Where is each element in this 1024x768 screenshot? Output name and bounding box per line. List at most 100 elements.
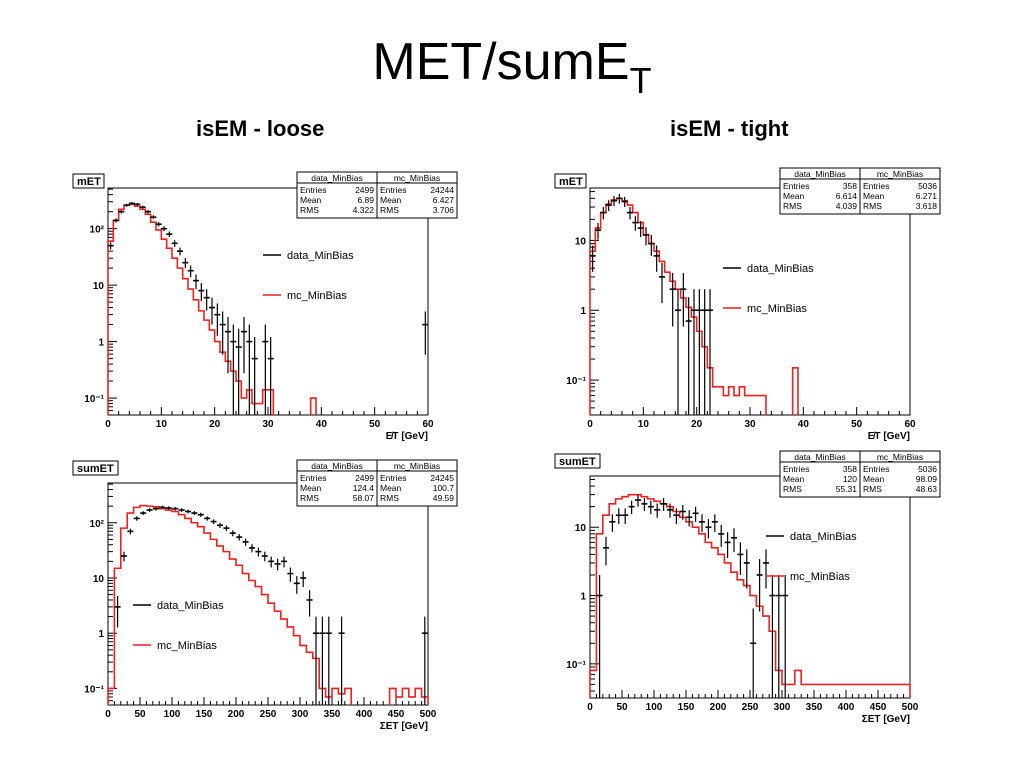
plot-frame	[107, 187, 429, 416]
stats-row-label: Entries	[863, 181, 889, 191]
x-tick-label: 400	[356, 709, 373, 720]
y-tick-label: 1	[580, 306, 586, 317]
histogram-met-loose: mET 0 10 20 30 40 50 60E̸T [GeV] 10⁻¹ 1 10 10² data_…	[72, 171, 458, 442]
stats-row-value: 5036	[918, 464, 937, 474]
stats-row-value: 6.89	[357, 195, 374, 205]
panel-label: sumET	[559, 456, 596, 468]
legend-label-data: data_MinBias	[790, 531, 857, 543]
stats-row-value: 100.7	[433, 483, 455, 493]
stats-row-label: Entries	[300, 473, 326, 483]
stats-row-label: RMS	[783, 201, 802, 211]
stats-row-label: RMS	[380, 493, 399, 503]
x-axis-label: ΣET [GeV]	[862, 714, 910, 725]
stats-row-value: 124.4	[353, 483, 375, 493]
stats-box-title: data_MinBias	[794, 169, 846, 179]
y-tick-label: 10	[93, 281, 105, 292]
x-tick-label: 200	[228, 709, 245, 720]
x-axis-label: E̸T [GeV]	[868, 430, 910, 442]
x-tick-label: 50	[369, 419, 381, 430]
x-tick-label: 0	[587, 419, 593, 430]
stats-box	[376, 171, 458, 219]
panel-label-box	[554, 173, 587, 189]
stats-row-label: Entries	[863, 464, 889, 474]
x-tick-label: 150	[678, 702, 695, 713]
legend-label-data: data_MinBias	[287, 250, 354, 262]
stats-row-value: 358	[843, 181, 857, 191]
legend-label-data: data_MinBias	[747, 263, 814, 275]
stats-box	[859, 167, 941, 215]
x-tick-label: 300	[774, 702, 791, 713]
stats-box	[779, 167, 861, 215]
stats-row-label: RMS	[863, 484, 882, 494]
stats-row-value: 6.427	[433, 195, 455, 205]
x-tick-label: 100	[164, 709, 181, 720]
panel-label-box	[72, 173, 105, 189]
stats-box-title: data_MinBias	[311, 173, 363, 183]
x-tick-label: 30	[744, 419, 756, 430]
legend-label-mc: mc_MinBias	[287, 290, 347, 302]
x-tick-label: 500	[902, 702, 919, 713]
x-tick-label: 20	[209, 419, 221, 430]
x-tick-label: 350	[324, 709, 341, 720]
stats-row-label: RMS	[300, 205, 319, 215]
stats-row-label: Mean	[380, 483, 402, 493]
y-tick-label: 10⁻¹	[84, 394, 104, 405]
stats-row-label: RMS	[380, 205, 399, 215]
stats-row-value: 4.322	[353, 205, 375, 215]
column-title-loose: isEM - loose	[196, 116, 325, 141]
legend-label-mc: mc_MinBias	[790, 571, 850, 583]
y-tick-label: 10	[93, 574, 105, 585]
panel-label: mET	[559, 176, 583, 188]
stats-box-title: mc_MinBias	[877, 452, 923, 462]
x-tick-label: 200	[710, 702, 727, 713]
x-tick-label: 10	[638, 419, 650, 430]
stats-box	[296, 171, 378, 219]
x-tick-label: 0	[105, 419, 111, 430]
y-tick-label: 10⁻¹	[566, 660, 586, 671]
stats-box	[296, 459, 378, 507]
stats-row-label: Entries	[380, 473, 406, 483]
stats-row-label: Entries	[380, 185, 406, 195]
x-tick-label: 30	[262, 419, 274, 430]
stats-box	[376, 459, 458, 507]
x-tick-label: 250	[742, 702, 759, 713]
y-tick-label: 1	[98, 629, 104, 640]
stats-row-value: 55.31	[836, 484, 858, 494]
x-tick-label: 20	[691, 419, 703, 430]
stats-box-title: mc_MinBias	[877, 169, 923, 179]
legend-label-mc: mc_MinBias	[747, 303, 807, 315]
stats-box	[779, 450, 861, 498]
x-axis-label: E̸T [GeV]	[386, 430, 428, 442]
x-tick-label: 50	[134, 709, 146, 720]
stats-row-label: Mean	[863, 474, 885, 484]
stats-row-value: 5036	[918, 181, 937, 191]
stats-row-label: Mean	[783, 191, 805, 201]
y-tick-label: 1	[98, 338, 104, 349]
stats-box-title: data_MinBias	[311, 461, 363, 471]
x-tick-label: 50	[616, 702, 628, 713]
stats-row-value: 120	[843, 474, 857, 484]
y-tick-label: 1	[580, 592, 586, 603]
mc-histogram-line	[589, 493, 911, 698]
stats-row-label: RMS	[863, 201, 882, 211]
x-tick-label: 300	[292, 709, 309, 720]
stats-row-value: 98.09	[916, 474, 938, 484]
stats-row-value: 3.706	[433, 205, 455, 215]
panel-label: sumET	[77, 463, 114, 475]
stats-row-label: Entries	[783, 464, 809, 474]
stats-row-label: Mean	[300, 195, 322, 205]
legend-label-data: data_MinBias	[157, 600, 224, 612]
y-tick-label: 10	[575, 236, 587, 247]
stats-row-value: 6.614	[836, 191, 858, 201]
x-tick-label: 450	[388, 709, 405, 720]
y-tick-label: 10⁻¹	[84, 684, 104, 695]
stats-box-title: data_MinBias	[794, 452, 846, 462]
x-tick-label: 500	[420, 709, 437, 720]
panel-label-box	[72, 460, 119, 476]
slide-title-main: MET/sumE	[372, 33, 630, 91]
mc-histogram-line	[107, 504, 429, 705]
stats-row-value: 4.039	[836, 201, 858, 211]
stats-row-label: Entries	[300, 185, 326, 195]
